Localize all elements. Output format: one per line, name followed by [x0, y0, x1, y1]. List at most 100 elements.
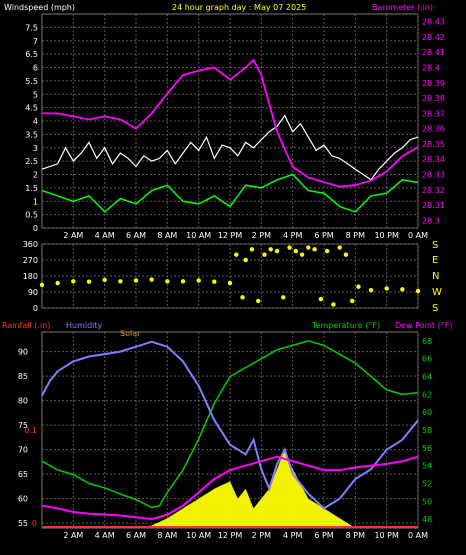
humidity-y-tick-label: 90	[18, 348, 28, 357]
temperature-y-tick-label: 68	[422, 337, 432, 346]
direction-point	[281, 295, 286, 300]
wind-y-tick-label: 1	[33, 197, 38, 206]
direction-point	[133, 278, 139, 283]
humidity-line	[41, 340, 419, 510]
temperature-y-tick-label: 50	[422, 497, 432, 506]
direction-point	[274, 248, 280, 254]
direction-y-tick-label: 0	[33, 304, 38, 313]
temperature-y-tick-label: 52	[422, 479, 432, 488]
direction-point	[400, 287, 405, 292]
direction-label-w: W	[432, 287, 442, 298]
direction-point	[312, 247, 317, 252]
wind-title: Windspeed (mph)	[4, 3, 75, 12]
x-tick-label: 8 PM	[346, 531, 365, 540]
direction-point	[249, 247, 255, 252]
x-tick-label: 10 PM	[374, 531, 399, 540]
direction-point	[118, 279, 123, 284]
barometer-y-tick-label: 28.35	[422, 140, 445, 149]
direction-point	[243, 257, 248, 263]
temperature-y-tick-label: 54	[422, 462, 432, 471]
rain-y-tick-label: 0.1	[24, 426, 37, 435]
direction-point	[262, 252, 267, 257]
barometer-y-tick-label: 28.4	[422, 64, 440, 73]
barometer-y-tick-label: 28.32	[422, 186, 445, 195]
wind-y-tick-label: 6	[33, 64, 38, 73]
solar-title: Solar	[120, 329, 141, 338]
direction-point	[324, 248, 330, 254]
barometer-y-tick-label: 28.42	[422, 33, 445, 42]
x-tick-label: 0 AM	[408, 531, 428, 540]
rain-y-tick-label: 0	[32, 519, 37, 528]
x-tick-label: 8 AM	[157, 231, 177, 240]
direction-point	[350, 298, 355, 304]
x-tick-label: 2 AM	[63, 231, 83, 240]
direction-point	[306, 245, 311, 250]
temperature-y-tick-label: 66	[422, 355, 432, 364]
graph-date-title: 24 hour graph day : May 07 2025	[172, 3, 306, 12]
x-tick-label: 8 PM	[346, 231, 365, 240]
direction-point	[86, 279, 92, 284]
humidity-y-tick-label: 75	[18, 421, 28, 430]
direction-point	[356, 284, 361, 289]
wind-y-tick-label: 4	[33, 117, 38, 126]
humidity-y-tick-label: 65	[18, 470, 28, 479]
wind-lull-line	[41, 173, 419, 213]
humidity-y-tick-label: 85	[18, 372, 28, 381]
direction-label-s2: S	[432, 303, 438, 314]
rainfall-title: Rainfall (.in)	[2, 321, 50, 330]
wind-y-tick-label: 2	[33, 171, 38, 180]
wind-y-tick-label: 1.5	[25, 184, 38, 193]
x-tick-label: 4 PM	[283, 531, 302, 540]
temperature-y-tick-label: 64	[422, 373, 432, 382]
direction-point	[165, 279, 170, 284]
x-tick-label: 12 PM	[218, 531, 243, 540]
barometer-y-tick-label: 28.31	[422, 201, 445, 210]
wind-y-tick-label: 0	[33, 224, 38, 233]
direction-point	[331, 302, 336, 307]
direction-y-tick-label: 360	[23, 240, 38, 249]
barometer-y-tick-label: 28.37	[422, 109, 445, 118]
direction-point	[149, 277, 154, 282]
direction-point	[55, 280, 60, 286]
temperature-y-tick-label: 62	[422, 390, 432, 399]
barometer-y-tick-label: 28.43	[422, 18, 445, 27]
direction-point	[71, 279, 76, 284]
wind-y-tick-label: 4.5	[25, 104, 38, 113]
direction-point	[337, 245, 342, 250]
dewpoint-line	[41, 455, 419, 521]
x-tick-label: 6 AM	[126, 531, 146, 540]
x-tick-label: 4 AM	[95, 231, 115, 240]
direction-point	[102, 277, 107, 283]
x-tick-label: 4 AM	[95, 531, 115, 540]
direction-point	[234, 252, 239, 257]
wind-y-tick-label: 0.5	[25, 211, 38, 220]
direction-point	[343, 252, 349, 257]
temperature-y-tick-label: 56	[422, 444, 432, 453]
direction-point	[227, 280, 233, 286]
temperature-title: Temperature (°F)	[311, 321, 380, 330]
humidity-y-tick-label: 60	[18, 495, 28, 504]
x-tick-label: 2 PM	[252, 531, 271, 540]
temperature-y-tick-label: 58	[422, 426, 432, 435]
direction-point	[368, 288, 374, 293]
direction-point	[39, 282, 45, 288]
direction-point	[240, 295, 245, 300]
barometer-y-tick-label: 28.38	[422, 94, 445, 103]
x-tick-label: 2 PM	[252, 231, 271, 240]
x-tick-label: 2 AM	[63, 531, 83, 540]
direction-point	[196, 278, 201, 283]
wind-y-tick-label: 7.5	[25, 23, 38, 32]
x-tick-label: 6 AM	[126, 231, 146, 240]
humidity-y-tick-label: 80	[18, 397, 28, 406]
temperature-line	[41, 340, 419, 509]
direction-point	[268, 247, 273, 252]
barometer-line	[42, 58, 419, 188]
temperature-y-tick-label: 60	[422, 408, 432, 417]
x-tick-label: 10 AM	[186, 531, 211, 540]
barometer-y-tick-label: 28.33	[422, 171, 445, 180]
wind-y-tick-label: 5.5	[25, 77, 38, 86]
x-tick-label: 6 PM	[314, 231, 333, 240]
direction-point	[415, 288, 421, 294]
direction-point	[212, 279, 217, 284]
